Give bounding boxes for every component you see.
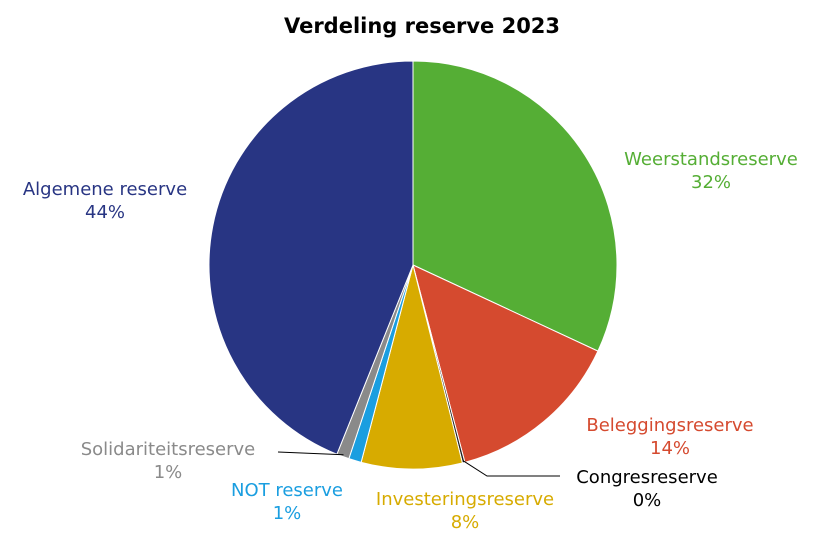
label-not-reserve-value: 1% [272, 503, 302, 524]
label-beleggingsreserve-name: Beleggingsreserve [586, 415, 754, 436]
label-algemene-reserve-value: 44% [84, 202, 126, 223]
label-investeringsreserve-value: 8% [450, 512, 480, 533]
label-congresreserve-value: 0% [632, 490, 662, 511]
label-beleggingsreserve-value: 14% [649, 438, 691, 459]
label-congresreserve: Congresreserve 0% [576, 466, 718, 512]
leader-line-solidariteitsreserve [277, 451, 344, 456]
pie-slice-beleggingsreserve [412, 264, 599, 463]
label-not-reserve: NOT reserve 1% [231, 479, 343, 525]
pie-slice-investeringsreserve [360, 264, 463, 470]
pie-slice-weerstandsreserve [412, 60, 618, 352]
label-solidariteitsreserve-value: 1% [153, 462, 183, 483]
label-investeringsreserve: Investeringsreserve 8% [376, 488, 554, 534]
label-not-reserve-name: NOT reserve [230, 480, 344, 501]
leader-line-congresreserve [462, 460, 560, 477]
label-weerstandsreserve: Weerstandsreserve 32% [624, 148, 798, 194]
label-algemene-reserve-name: Algemene reserve [22, 179, 188, 200]
label-algemene-reserve: Algemene reserve 44% [23, 178, 187, 224]
label-beleggingsreserve: Beleggingsreserve 14% [586, 414, 753, 460]
label-weerstandsreserve-value: 32% [690, 172, 732, 193]
label-weerstandsreserve-name: Weerstandsreserve [624, 149, 798, 170]
label-solidariteitsreserve-name: Solidariteitsreserve [80, 439, 256, 460]
chart-title: Verdeling reserve 2023 [283, 14, 561, 38]
label-investeringsreserve-name: Investeringsreserve [375, 489, 555, 510]
pie-slice-algemene-reserve [208, 60, 414, 455]
label-congresreserve-name: Congresreserve [576, 467, 718, 488]
label-solidariteitsreserve: Solidariteitsreserve 1% [81, 438, 256, 484]
